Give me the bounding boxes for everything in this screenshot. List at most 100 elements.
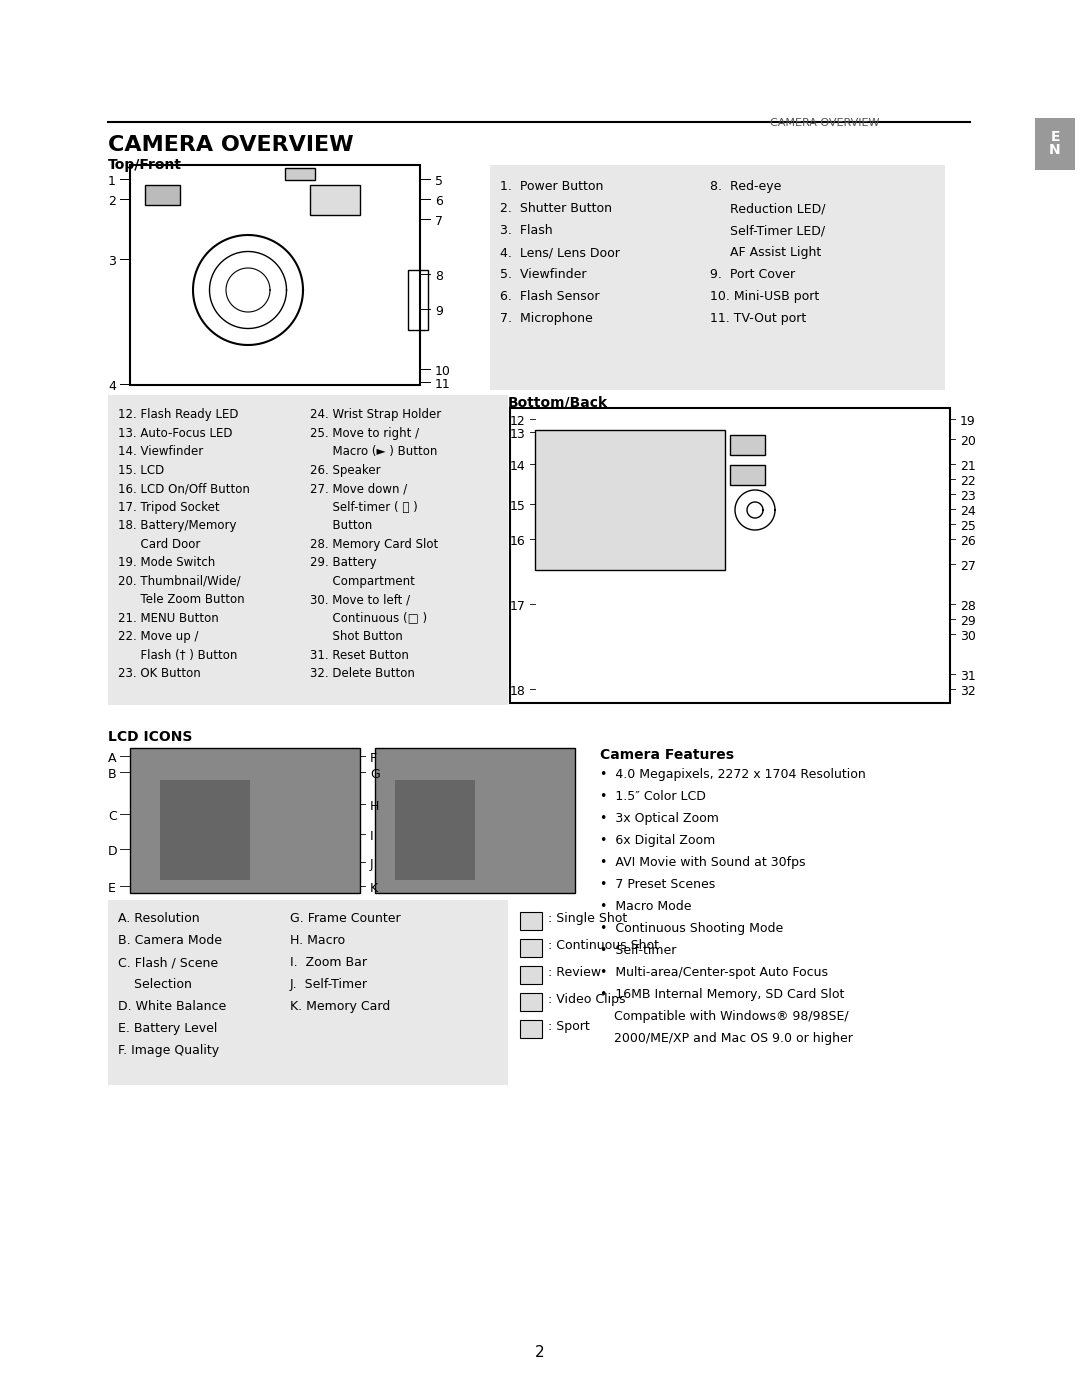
- Text: 6: 6: [435, 195, 443, 209]
- Text: 31. Reset Button: 31. Reset Button: [310, 649, 409, 661]
- Text: 4.  Lens/ Lens Door: 4. Lens/ Lens Door: [500, 246, 620, 260]
- Text: •  4.0 Megapixels, 2272 x 1704 Resolution: • 4.0 Megapixels, 2272 x 1704 Resolution: [600, 768, 866, 782]
- Text: 6.  Flash Sensor: 6. Flash Sensor: [500, 290, 599, 302]
- Text: 32: 32: [960, 685, 975, 697]
- Text: 10: 10: [435, 365, 450, 378]
- Bar: [145, 185, 180, 204]
- Text: Compartment: Compartment: [310, 574, 415, 587]
- Text: 27. Move down /: 27. Move down /: [310, 482, 407, 494]
- Text: 2000/ME/XP and Mac OS 9.0 or higher: 2000/ME/XP and Mac OS 9.0 or higher: [615, 1032, 853, 1045]
- Text: 3.  Flash: 3. Flash: [500, 224, 553, 238]
- Bar: [130, 749, 360, 894]
- Text: 22. Move up /: 22. Move up /: [118, 630, 199, 644]
- Bar: [519, 965, 542, 985]
- Text: 28: 28: [960, 599, 976, 613]
- Text: 19. Mode Switch: 19. Mode Switch: [118, 557, 215, 569]
- Text: 16. LCD On/Off Button: 16. LCD On/Off Button: [118, 482, 249, 494]
- Text: 25: 25: [960, 521, 976, 533]
- Text: 13. Auto-Focus LED: 13. Auto-Focus LED: [118, 427, 232, 439]
- Text: 9: 9: [435, 305, 443, 318]
- Text: 14: 14: [510, 460, 526, 474]
- Text: : Single Shot: : Single Shot: [548, 911, 627, 925]
- Bar: [108, 900, 508, 1085]
- Text: 9.  Port Cover: 9. Port Cover: [710, 268, 795, 280]
- Text: 2.  Shutter Button: 2. Shutter Button: [500, 202, 612, 215]
- Text: 7: 7: [435, 215, 443, 228]
- Text: 12: 12: [510, 416, 526, 428]
- Text: 15: 15: [510, 500, 526, 512]
- Text: F. Image Quality: F. Image Quality: [118, 1044, 219, 1056]
- Text: 12. Flash Ready LED: 12. Flash Ready LED: [118, 407, 239, 421]
- Text: •  1.5″ Color LCD: • 1.5″ Color LCD: [600, 790, 706, 802]
- Text: 16: 16: [510, 534, 526, 548]
- Text: B. Camera Mode: B. Camera Mode: [118, 934, 222, 947]
- Text: E: E: [108, 882, 116, 895]
- Text: 24. Wrist Strap Holder: 24. Wrist Strap Holder: [310, 407, 442, 421]
- Text: 5: 5: [435, 175, 443, 188]
- Text: Reduction LED/: Reduction LED/: [710, 202, 825, 215]
- Text: •  16MB Internal Memory, SD Card Slot: • 16MB Internal Memory, SD Card Slot: [600, 987, 845, 1001]
- Text: C: C: [108, 811, 117, 823]
- Text: K. Memory Card: K. Memory Card: [291, 1000, 390, 1014]
- Text: 11: 11: [435, 378, 450, 391]
- Text: A: A: [108, 753, 117, 765]
- Text: 21. MENU Button: 21. MENU Button: [118, 612, 219, 624]
- Text: •  Continuous Shooting Mode: • Continuous Shooting Mode: [600, 923, 783, 935]
- Text: 20. Thumbnail/Wide/: 20. Thumbnail/Wide/: [118, 574, 241, 587]
- Text: •  Multi-area/Center-spot Auto Focus: • Multi-area/Center-spot Auto Focus: [600, 965, 828, 979]
- Bar: [130, 164, 420, 385]
- Text: 27: 27: [960, 561, 976, 573]
- Text: 24: 24: [960, 505, 975, 518]
- Bar: [510, 407, 950, 703]
- Text: A. Resolution: A. Resolution: [118, 911, 200, 925]
- Text: 2: 2: [108, 195, 116, 209]
- Text: 26. Speaker: 26. Speaker: [310, 464, 380, 476]
- Text: B: B: [108, 768, 117, 782]
- Bar: [108, 395, 508, 704]
- Text: D. White Balance: D. White Balance: [118, 1000, 226, 1014]
- Text: 10. Mini-USB port: 10. Mini-USB port: [710, 290, 820, 302]
- Text: 31: 31: [960, 670, 975, 684]
- Text: Self-Timer LED/: Self-Timer LED/: [710, 224, 825, 238]
- Text: 23. OK Button: 23. OK Button: [118, 667, 201, 679]
- Text: K: K: [370, 882, 378, 895]
- Text: I.  Zoom Bar: I. Zoom Bar: [291, 956, 367, 969]
- Text: 5.  Viewfinder: 5. Viewfinder: [500, 268, 586, 280]
- Text: •  AVI Movie with Sound at 30fps: • AVI Movie with Sound at 30fps: [600, 856, 806, 869]
- Text: G. Frame Counter: G. Frame Counter: [291, 911, 401, 925]
- Text: 4: 4: [108, 380, 116, 394]
- Text: F: F: [370, 753, 377, 765]
- Text: Bottom/Back: Bottom/Back: [508, 395, 608, 409]
- Bar: [395, 780, 475, 880]
- Bar: [408, 271, 428, 330]
- Text: 8.  Red-eye: 8. Red-eye: [710, 180, 781, 193]
- Text: •  6x Digital Zoom: • 6x Digital Zoom: [600, 834, 715, 847]
- Text: D: D: [108, 845, 118, 858]
- Text: 7.  Microphone: 7. Microphone: [500, 312, 593, 325]
- Text: : Review: : Review: [548, 965, 602, 979]
- Bar: [519, 939, 542, 957]
- Text: Continuous (□ ): Continuous (□ ): [310, 612, 427, 624]
- Text: : Sport: : Sport: [548, 1021, 590, 1033]
- Text: 18: 18: [510, 685, 526, 697]
- Text: E: E: [1050, 130, 1059, 144]
- Text: 30. Move to left /: 30. Move to left /: [310, 592, 410, 606]
- Bar: [535, 429, 725, 570]
- Text: : Continuous Shot: : Continuous Shot: [548, 939, 659, 952]
- Text: E. Battery Level: E. Battery Level: [118, 1022, 217, 1034]
- Text: I: I: [370, 830, 374, 842]
- Text: 1.  Power Button: 1. Power Button: [500, 180, 604, 193]
- Bar: [160, 780, 249, 880]
- Text: Tele Zoom Button: Tele Zoom Button: [118, 592, 245, 606]
- Text: 13: 13: [510, 428, 526, 441]
- Text: 17. Tripod Socket: 17. Tripod Socket: [118, 500, 219, 514]
- Text: 11. TV-Out port: 11. TV-Out port: [710, 312, 807, 325]
- Text: J: J: [370, 858, 374, 871]
- Text: H. Macro: H. Macro: [291, 934, 346, 947]
- Text: 23: 23: [960, 490, 975, 503]
- Bar: [490, 164, 945, 389]
- Text: 8: 8: [435, 271, 443, 283]
- Text: •  3x Optical Zoom: • 3x Optical Zoom: [600, 812, 719, 824]
- Text: •  Self-timer: • Self-timer: [600, 945, 676, 957]
- Text: 21: 21: [960, 460, 975, 474]
